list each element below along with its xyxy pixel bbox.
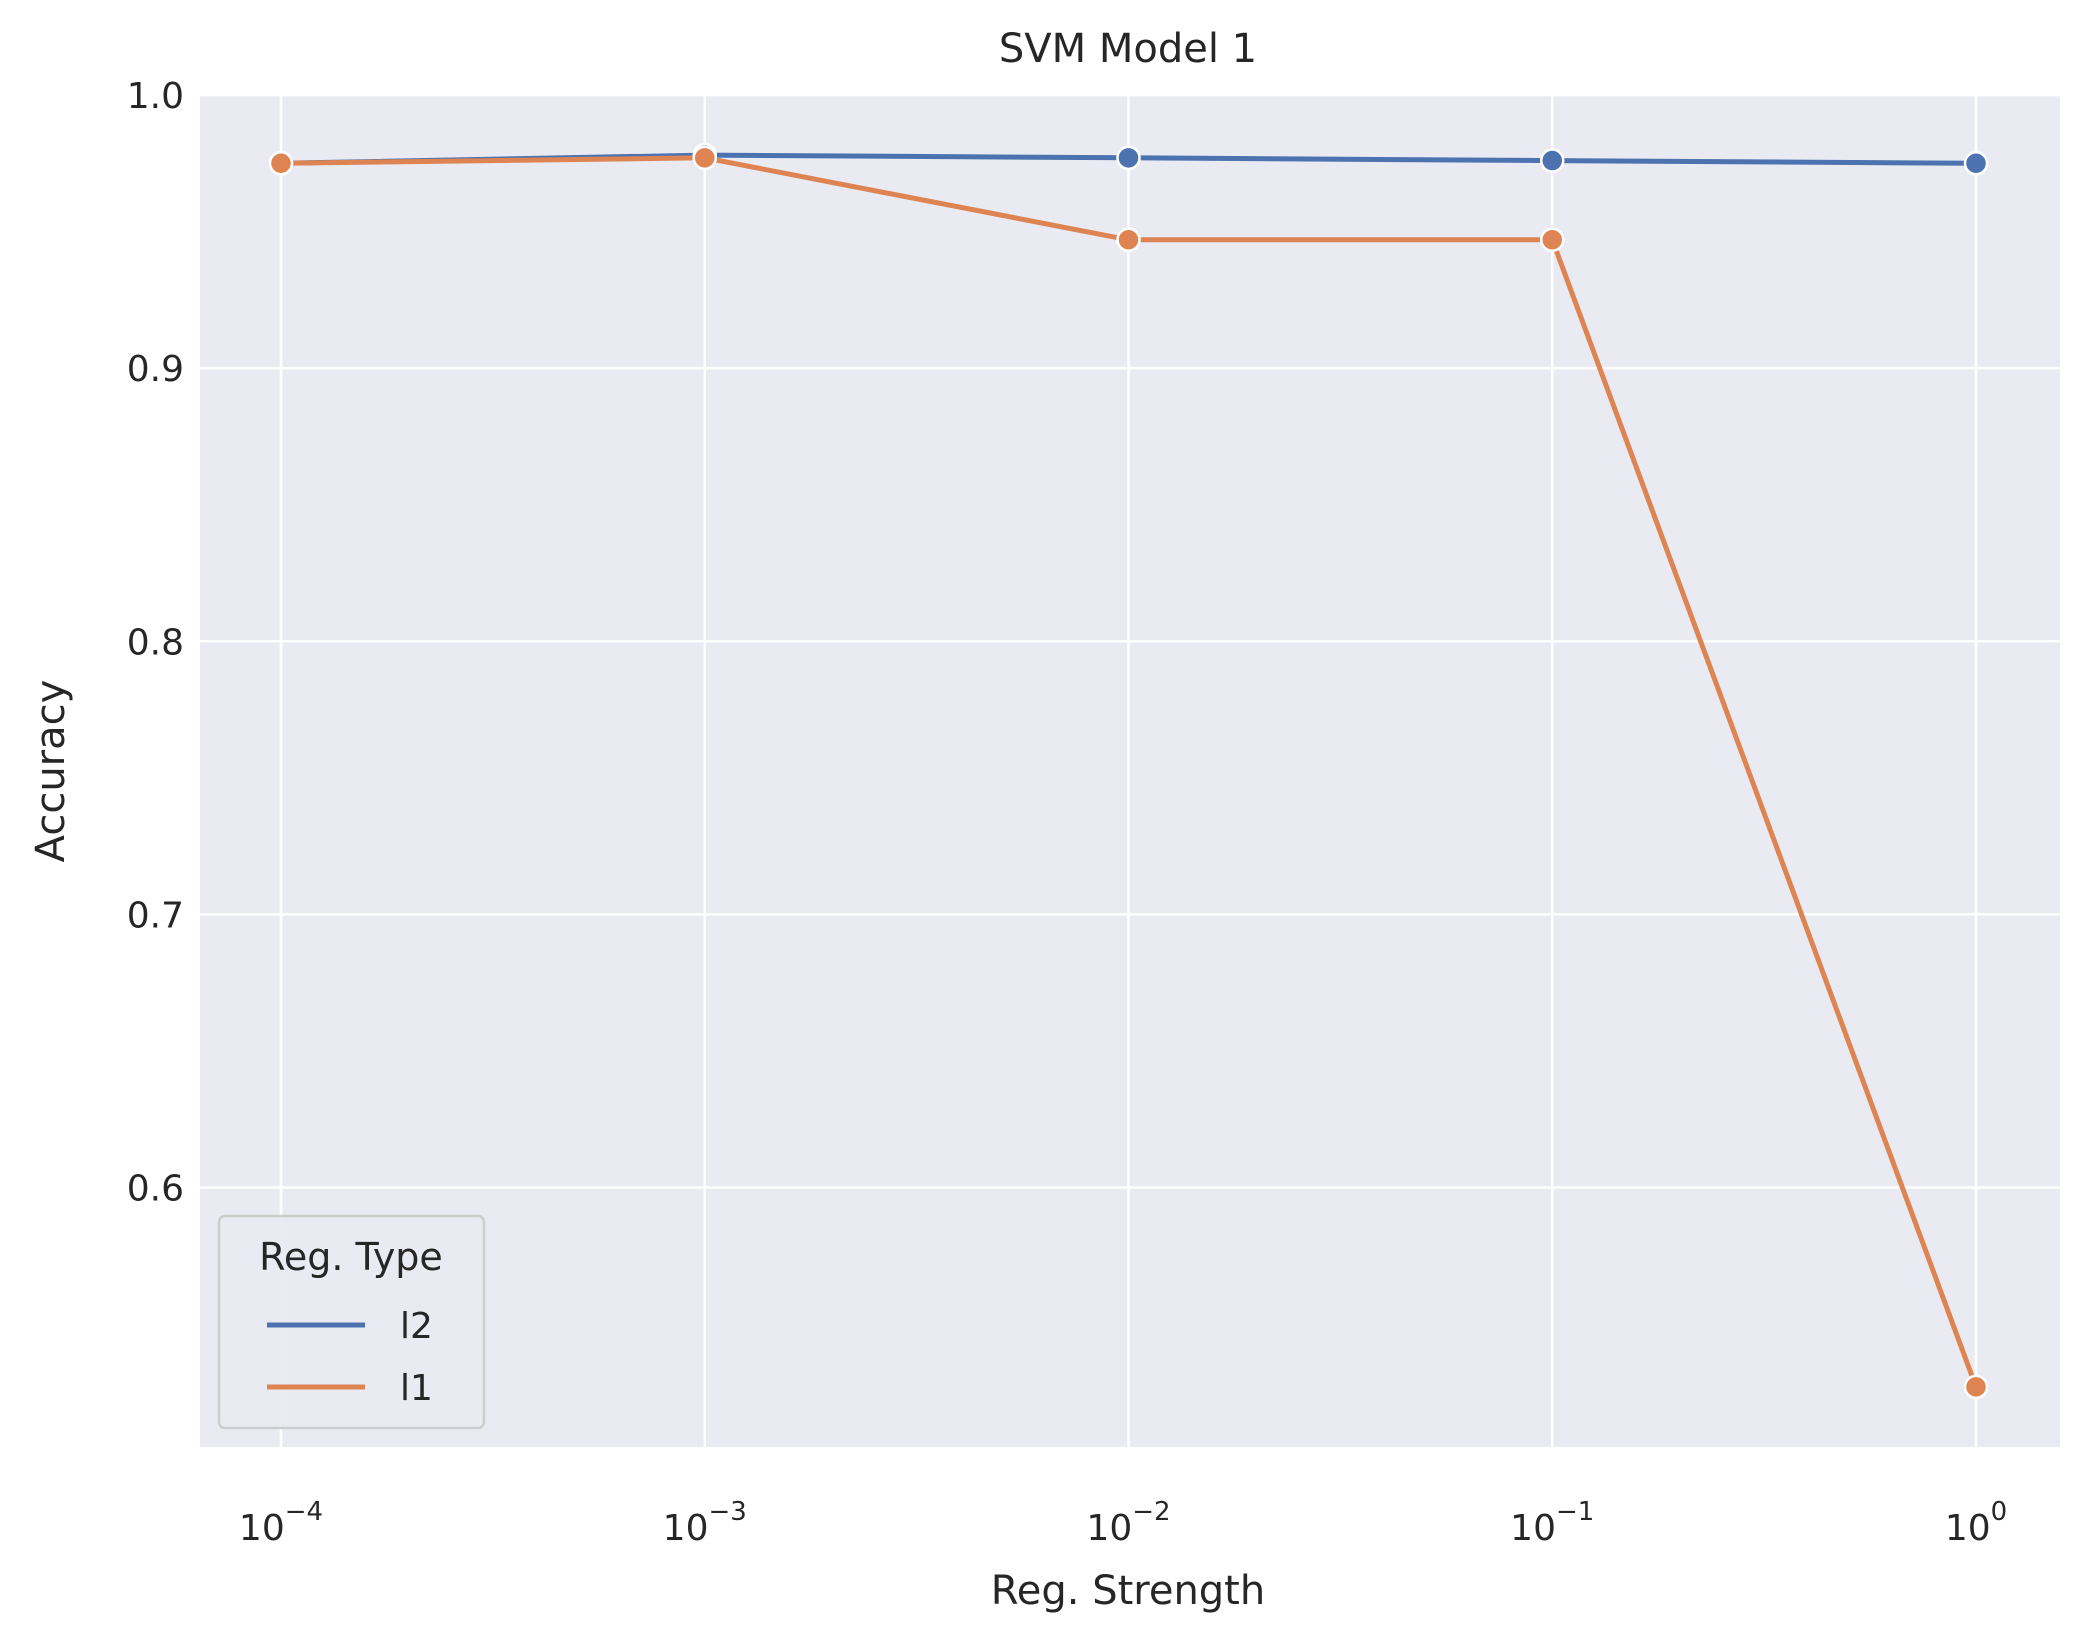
x-tick-label: 10−3 bbox=[663, 1497, 747, 1549]
data-point-l1 bbox=[692, 145, 717, 171]
y-axis-label: Accuracy bbox=[28, 680, 74, 863]
legend-label-l2: l2 bbox=[400, 1306, 433, 1347]
grid-lines bbox=[200, 93, 2060, 1447]
data-point-l1 bbox=[1963, 1374, 1989, 1400]
x-axis-ticks: 10−4 10−3 10−2 10−1 100 bbox=[239, 1497, 2007, 1549]
x-axis-label: Reg. Strength bbox=[991, 1568, 1265, 1614]
x-tick-label: 10−2 bbox=[1086, 1497, 1170, 1549]
y-tick-label: 0.8 bbox=[127, 622, 184, 663]
legend-box bbox=[217, 1214, 486, 1430]
x-tick-label: 10−1 bbox=[1510, 1497, 1594, 1549]
x-tick-label: 100 bbox=[1945, 1497, 2007, 1549]
legend-title: Reg. Type bbox=[259, 1235, 443, 1279]
data-point-l2 bbox=[1540, 148, 1565, 173]
series-layer bbox=[268, 142, 1989, 1400]
y-axis-ticks: 0.6 0.7 0.8 0.9 1.0 bbox=[127, 76, 184, 1210]
data-point-l2 bbox=[1963, 151, 1989, 176]
data-point-l1 bbox=[1540, 227, 1565, 253]
x-tick-label: 10−4 bbox=[239, 1497, 323, 1549]
data-point-l1 bbox=[268, 151, 294, 176]
legend: Reg. Type l2 l1 bbox=[217, 1214, 486, 1430]
y-tick-label: 0.9 bbox=[127, 349, 184, 390]
legend-label-l1: l1 bbox=[400, 1368, 433, 1409]
data-point-l2 bbox=[1116, 145, 1141, 171]
y-tick-label: 0.6 bbox=[127, 1169, 184, 1210]
data-point-l1 bbox=[1116, 227, 1141, 253]
chart-title: SVM Model 1 bbox=[999, 26, 1257, 72]
y-tick-label: 0.7 bbox=[127, 895, 184, 936]
y-tick-label: 1.0 bbox=[127, 76, 184, 117]
